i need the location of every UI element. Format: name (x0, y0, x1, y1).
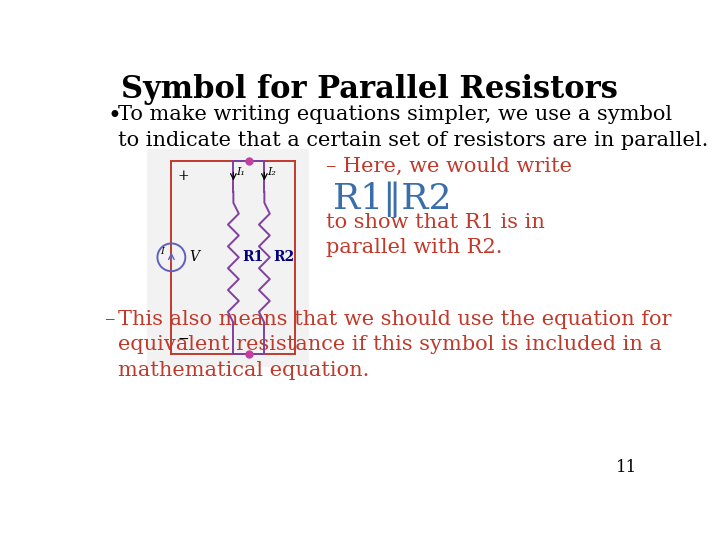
FancyBboxPatch shape (148, 148, 310, 367)
Text: R2: R2 (273, 251, 294, 264)
Text: I: I (160, 247, 163, 255)
Text: R1: R1 (242, 251, 263, 264)
Text: – Here, we would write: – Here, we would write (326, 157, 572, 176)
Text: Symbol for Parallel Resistors: Symbol for Parallel Resistors (120, 74, 618, 105)
Text: to show that R1 is in
parallel with R2.: to show that R1 is in parallel with R2. (326, 213, 545, 258)
Text: This also means that we should use the equation for
equivalent resistance if thi: This also means that we should use the e… (118, 309, 671, 380)
Text: R1‖R2: R1‖R2 (333, 182, 451, 217)
Text: •: • (107, 105, 121, 128)
Text: I₁: I₁ (235, 167, 245, 177)
Text: 11: 11 (616, 459, 637, 476)
Text: −: − (178, 332, 189, 346)
Text: To make writing equations simpler, we use a symbol
to indicate that a certain se: To make writing equations simpler, we us… (118, 105, 708, 150)
Text: I₂: I₂ (266, 167, 276, 177)
Text: +: + (178, 168, 189, 183)
Text: V: V (189, 251, 199, 264)
Text: –: – (104, 309, 114, 329)
